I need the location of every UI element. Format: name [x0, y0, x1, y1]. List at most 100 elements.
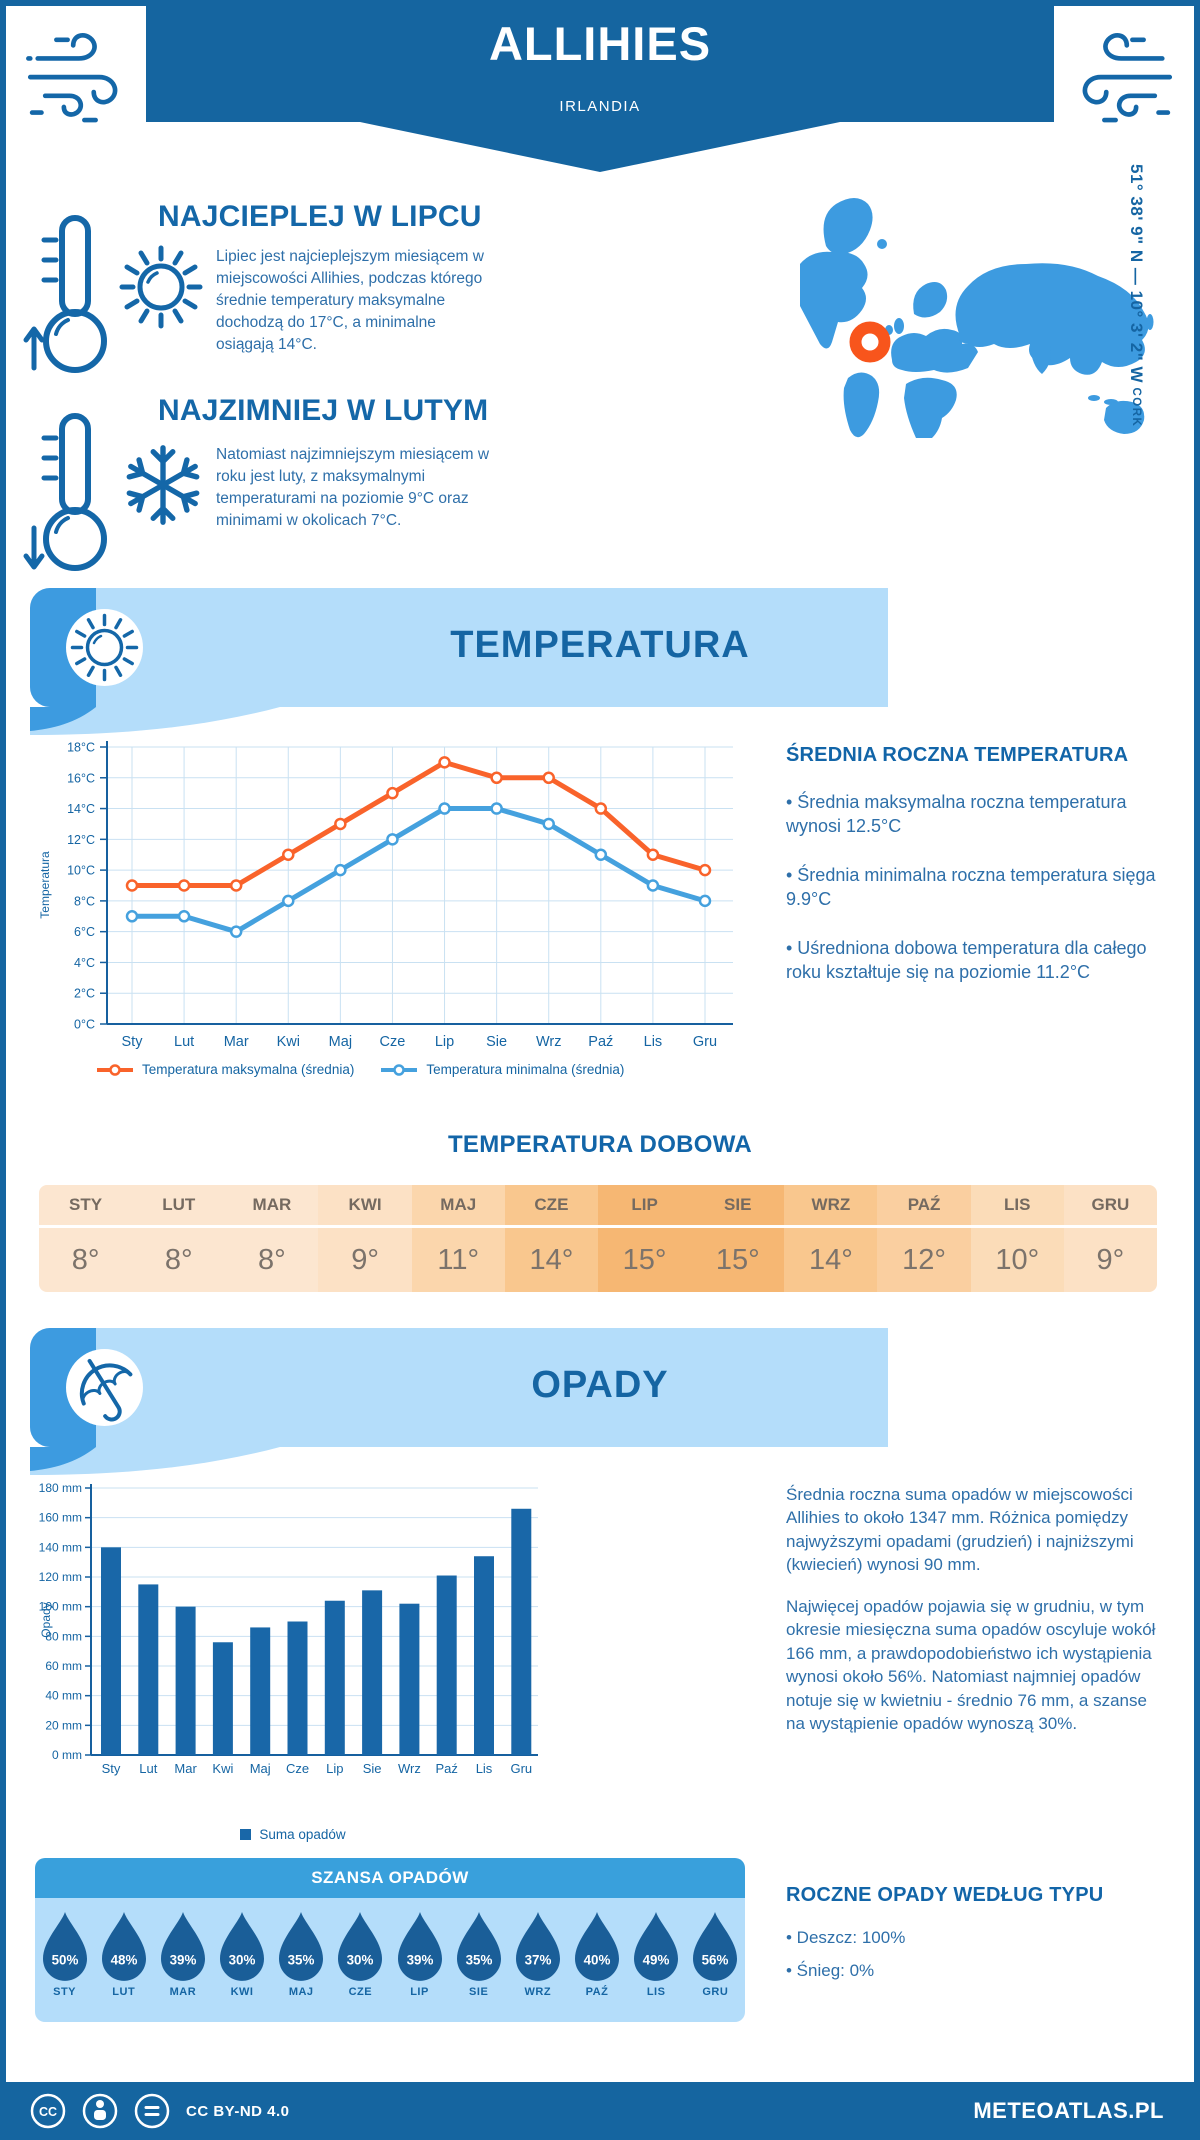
svg-text:40 mm: 40 mm: [45, 1689, 82, 1703]
raindrop-icon: 30%: [220, 1912, 265, 1981]
svg-text:18°C: 18°C: [67, 741, 95, 755]
annual-bullet: • Uśredniona dobowa temperatura dla całe…: [786, 937, 1147, 983]
precipitation-chance-drops: 50% STY 48% LUT 39% MAR 30% KWI 35% MAJ 30% CZE 39% L…: [35, 1898, 745, 2022]
line-chart-ylabel: Temperatura: [38, 851, 52, 919]
svg-text:Lis: Lis: [476, 1761, 493, 1776]
daily-table-value: 12°: [877, 1228, 971, 1292]
precipitation-chance-title: SZANSA OPADÓW: [35, 1858, 745, 1898]
svg-text:Kwi: Kwi: [277, 1034, 300, 1050]
daily-table-month: STY: [39, 1185, 133, 1228]
svg-text:48%: 48%: [110, 1953, 137, 1968]
header-corner-left: [6, 6, 146, 152]
daily-table-value: 14°: [784, 1228, 878, 1292]
chance-drop-month: WRZ: [524, 1986, 552, 1998]
svg-text:30%: 30%: [347, 1953, 374, 1968]
precipitation-paragraph: Najwięcej opadów pojawia się w grudniu, …: [786, 1596, 1156, 1734]
daily-table-month: LIS: [970, 1185, 1064, 1228]
raindrop-icon: 49%: [634, 1912, 679, 1981]
chance-drop-month: LIS: [646, 1986, 666, 1998]
svg-text:Sty: Sty: [102, 1761, 121, 1776]
daily-table-month: PAŹ: [877, 1185, 971, 1228]
svg-text:Sty: Sty: [122, 1034, 144, 1050]
daily-table-column: LUT 8°: [132, 1185, 226, 1292]
banner-tail: [30, 707, 280, 735]
sun-icon: [119, 245, 203, 329]
annual-bullet: • Średnia minimalna roczna temperatura s…: [786, 864, 1156, 910]
svg-text:39%: 39%: [406, 1953, 433, 1968]
daily-temperature-table: STY 8° LUT 8° MAR 8° KWI 9° MAJ 11° CZE 14° LIP 15° SI…: [39, 1185, 1157, 1292]
svg-text:100 mm: 100 mm: [39, 1600, 82, 1614]
header-banner: [0, 0, 1200, 122]
svg-text:50%: 50%: [51, 1953, 78, 1968]
daily-table-value: 9°: [318, 1228, 412, 1292]
svg-text:140 mm: 140 mm: [39, 1540, 82, 1554]
svg-text:0 mm: 0 mm: [52, 1748, 82, 1762]
legend-label: Temperatura minimalna (średnia): [426, 1062, 625, 1077]
chance-drop: 35% MAJ: [274, 1910, 328, 1998]
svg-text:80 mm: 80 mm: [45, 1629, 82, 1643]
svg-text:6°C: 6°C: [74, 925, 95, 939]
svg-text:Lis: Lis: [644, 1034, 663, 1050]
chance-drop: 48% LUT: [97, 1910, 151, 1998]
svg-text:20 mm: 20 mm: [45, 1718, 82, 1732]
svg-text:Gru: Gru: [693, 1034, 717, 1050]
chance-drop-month: CZE: [348, 1986, 373, 1998]
svg-text:Sie: Sie: [486, 1034, 507, 1050]
daily-table-month: GRU: [1063, 1185, 1157, 1228]
chance-drop: 56% GRU: [688, 1910, 742, 1998]
chance-drop-month: STY: [53, 1986, 77, 1998]
svg-text:40%: 40%: [584, 1953, 611, 1968]
banner-tail: [30, 1447, 280, 1475]
raindrop-icon: 48%: [101, 1912, 146, 1981]
svg-text:14°C: 14°C: [67, 802, 95, 816]
region-label: CORK: [1130, 387, 1142, 428]
footer: CC CC BY-ND 4.0 METEOATLAS.PL: [0, 2082, 1200, 2140]
svg-text:39%: 39%: [170, 1953, 197, 1968]
daily-table-value: 8°: [132, 1228, 226, 1292]
svg-text:Gru: Gru: [510, 1761, 532, 1776]
snowflake-icon: [126, 445, 200, 525]
sun-badge: [66, 609, 143, 686]
raindrop-icon: 35%: [456, 1912, 501, 1981]
precipitation-bar-chart: 0 mm 20 mm 40 mm 60 mm 80 mm 100 mm 120 mm 140 …: [39, 1481, 538, 1776]
sun-badge-icon: [70, 613, 139, 682]
svg-text:Maj: Maj: [329, 1034, 352, 1050]
page-subtitle: IRLANDIA: [559, 98, 641, 115]
svg-text:Lut: Lut: [139, 1761, 157, 1776]
svg-text:49%: 49%: [643, 1953, 670, 1968]
daily-table-month: CZE: [504, 1185, 598, 1228]
legend-label: Temperatura maksymalna (średnia): [142, 1062, 355, 1077]
svg-text:0°C: 0°C: [74, 1018, 95, 1032]
line-chart-legend: Temperatura maksymalna (średnia) Temperat…: [96, 1062, 624, 1077]
right-border: [1194, 0, 1200, 2140]
daily-table-month: MAR: [225, 1185, 319, 1228]
svg-text:Mar: Mar: [224, 1034, 249, 1050]
chance-drop-month: MAR: [169, 1986, 197, 1998]
raindrop-icon: 56%: [693, 1912, 738, 1981]
svg-text:16°C: 16°C: [67, 771, 95, 785]
daily-table-month: LUT: [132, 1185, 226, 1228]
svg-text:180 mm: 180 mm: [39, 1481, 82, 1495]
umbrella-badge-icon: [79, 1358, 133, 1422]
svg-text:Lip: Lip: [435, 1034, 454, 1050]
chance-drop-month: MAJ: [288, 1986, 314, 1998]
svg-text:12°C: 12°C: [67, 833, 95, 847]
raindrop-icon: 30%: [338, 1912, 383, 1981]
world-map: [800, 198, 1154, 438]
umbrella-badge: [66, 1349, 143, 1426]
annual-bullet: • Średnia maksymalna roczna temperatura …: [786, 792, 1127, 837]
warmest-month-text: Lipiec jest najcieplejszym miesiącem w m…: [216, 248, 484, 353]
precipitation-type-item: • Śnieg: 0%: [786, 1961, 875, 1981]
chance-drop-month: GRU: [702, 1986, 729, 1998]
svg-text:Wrz: Wrz: [398, 1761, 421, 1776]
chance-drop: 30% KWI: [215, 1910, 269, 1998]
daily-table-column: STY 8°: [39, 1185, 133, 1292]
daily-table-value: 15°: [597, 1228, 692, 1292]
chance-drop: 30% CZE: [333, 1910, 387, 1998]
chance-drop-month: LIP: [410, 1986, 429, 1998]
coordinates-label: 51° 38' 9" N — 10° 3' 2" W: [1127, 164, 1146, 384]
cc-license-icons: CC: [28, 2091, 172, 2131]
wind-icon: [26, 33, 118, 123]
daily-table-value: 8°: [39, 1228, 133, 1292]
daily-table-column: MAR 8°: [225, 1185, 319, 1292]
